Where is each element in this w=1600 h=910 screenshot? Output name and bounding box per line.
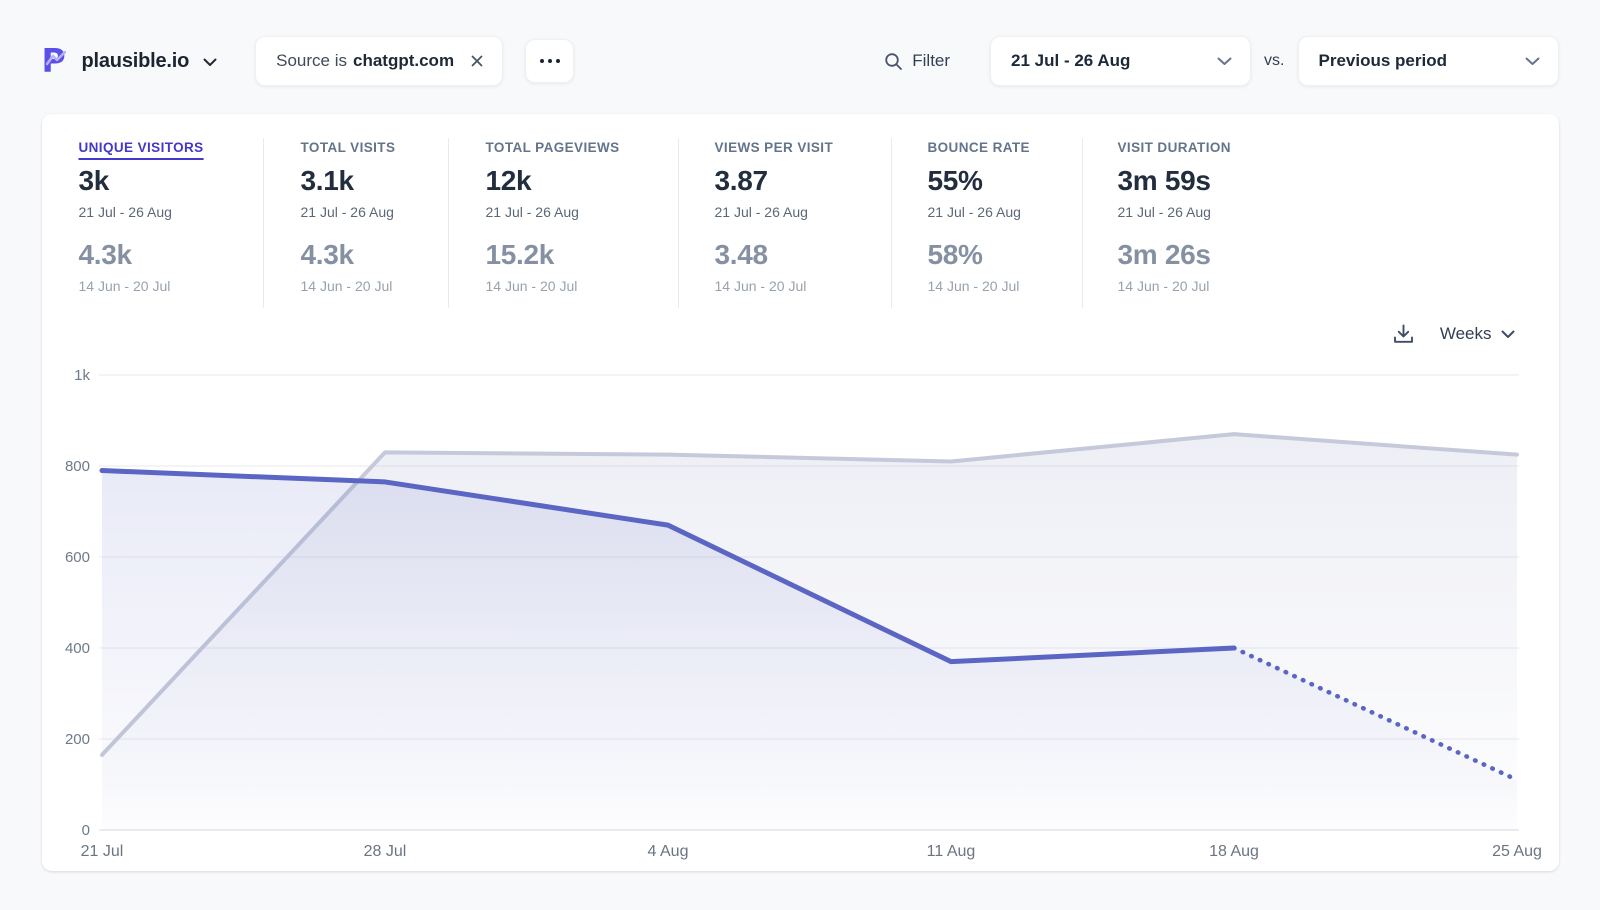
metric-label: BOUNCE RATE (927, 140, 1030, 155)
metric-value-previous: 3.48 (714, 239, 769, 270)
interval-select[interactable]: Weeks (1440, 324, 1515, 344)
date-range-select[interactable]: 21 Jul - 26 Aug (990, 36, 1252, 86)
metric-period-previous: 14 Jun - 20 Jul (300, 278, 393, 294)
site-switcher[interactable]: P plausible.io (42, 44, 218, 78)
vs-label: vs. (1264, 52, 1285, 69)
current-period-area (101, 470, 1517, 830)
y-axis-tick: 600 (64, 549, 89, 566)
top-bar: P plausible.io Source is chatgpt.com (42, 36, 1559, 86)
metric-value-current: 3.1k (300, 165, 355, 196)
metric-period-current: 21 Jul - 26 Aug (300, 204, 394, 220)
comparison-value: Previous period (1318, 51, 1447, 70)
chart-controls: Weeks (42, 316, 1559, 352)
visitors-chart: 0 200 400 600 800 1k 21 Jul 28 Jul 4 Aug 11 Aug 18… (42, 356, 1559, 861)
filter-button-label: Filter (912, 51, 951, 70)
download-icon (1393, 324, 1413, 343)
metrics-row: UNIQUE VISITORS 3k 21 Jul - 26 Aug 4.3k 14 J… (42, 114, 1559, 308)
filter-chip-value: chatgpt.com (353, 51, 455, 70)
y-axis-tick: 400 (64, 640, 89, 657)
metric-period-current: 21 Jul - 26 Aug (485, 204, 579, 220)
filter-chip-source[interactable]: Source is chatgpt.com (255, 36, 504, 86)
filter-button[interactable]: Filter (884, 51, 950, 71)
metric-period-previous: 14 Jun - 20 Jul (714, 278, 807, 294)
metric-tab-bounce-rate[interactable]: BOUNCE RATE 55% 21 Jul - 26 Aug 58% 14 Jun -… (892, 138, 1083, 308)
chart-svg: 0 200 400 600 800 1k 21 Jul 28 Jul 4 Aug 11 Aug 18… (64, 367, 1542, 860)
metric-label: UNIQUE VISITORS (78, 140, 204, 155)
site-name: plausible.io (81, 49, 190, 72)
metric-value-current: 12k (485, 165, 532, 196)
metric-period-current: 21 Jul - 26 Aug (1117, 204, 1211, 220)
top-bar-right: Filter 21 Jul - 26 Aug vs. Previous peri… (884, 36, 1559, 86)
y-axis-tick: 200 (64, 731, 89, 748)
metric-label: VISIT DURATION (1117, 140, 1231, 155)
chevron-down-icon (1217, 57, 1232, 65)
y-axis-tick: 1k (74, 367, 90, 384)
ellipsis-icon (539, 59, 544, 63)
close-icon (471, 55, 483, 67)
metric-value-current: 3m 59s (1117, 165, 1211, 196)
filter-chip-prefix: Source is (276, 51, 347, 70)
logo-chart-line (45, 51, 66, 66)
metric-tab-views-per-visit[interactable]: VIEWS PER VISIT 3.87 21 Jul - 26 Aug 3.48 14… (679, 138, 892, 308)
x-axis-tick: 25 Aug (1492, 843, 1542, 860)
metric-period-previous: 14 Jun - 20 Jul (1117, 278, 1210, 294)
metric-value-previous: 58% (927, 239, 983, 270)
search-icon (885, 52, 903, 70)
comparison-select[interactable]: Previous period (1297, 36, 1559, 86)
metric-tab-total-pageviews[interactable]: TOTAL PAGEVIEWS 12k 21 Jul - 26 Aug 15.2k 14… (449, 138, 679, 308)
chevron-down-icon (1525, 57, 1539, 65)
metric-label: VIEWS PER VISIT (714, 140, 834, 155)
more-filters-button[interactable] (525, 39, 575, 83)
x-axis-tick: 28 Jul (363, 843, 406, 860)
metric-tab-total-visits[interactable]: TOTAL VISITS 3.1k 21 Jul - 26 Aug 4.3k 14 Ju… (264, 138, 449, 308)
export-download-button[interactable] (1393, 324, 1414, 344)
metric-value-current: 55% (927, 165, 983, 196)
dashboard-card: UNIQUE VISITORS 3k 21 Jul - 26 Aug 4.3k 14 J… (41, 114, 1559, 871)
metric-value-previous: 4.3k (300, 239, 355, 270)
y-axis-tick: 800 (64, 458, 89, 475)
metric-label: TOTAL VISITS (300, 140, 396, 155)
x-axis-tick: 21 Jul (80, 843, 123, 860)
chevron-down-icon (203, 58, 217, 66)
date-range-value: 21 Jul - 26 Aug (1011, 51, 1131, 70)
x-axis-tick: 18 Aug (1209, 843, 1259, 860)
metric-period-current: 21 Jul - 26 Aug (78, 204, 172, 220)
remove-filter-button[interactable] (470, 54, 484, 68)
metric-value-previous: 15.2k (485, 239, 555, 270)
plausible-logo-icon: P (41, 41, 66, 80)
chevron-down-icon (1501, 330, 1514, 338)
current-period-line (99, 468, 1236, 665)
plausible-dashboard: P plausible.io Source is chatgpt.com (41, 0, 1559, 871)
metric-tab-unique-visitors[interactable]: UNIQUE VISITORS 3k 21 Jul - 26 Aug 4.3k 14 J… (42, 138, 264, 308)
metric-period-current: 21 Jul - 26 Aug (714, 204, 808, 220)
x-axis-tick: 4 Aug (647, 843, 688, 860)
interval-value: Weeks (1439, 324, 1492, 343)
top-bar-left: P plausible.io Source is chatgpt.com (42, 36, 575, 86)
metric-value-current: 3k (78, 165, 110, 196)
metric-period-previous: 14 Jun - 20 Jul (927, 278, 1020, 294)
metric-label: TOTAL PAGEVIEWS (485, 140, 620, 155)
metric-period-current: 21 Jul - 26 Aug (927, 204, 1021, 220)
metric-value-previous: 3m 26s (1117, 239, 1211, 270)
y-axis-tick: 0 (81, 822, 89, 839)
metric-value-previous: 4.3k (78, 239, 133, 270)
metric-tab-visit-duration[interactable]: VISIT DURATION 3m 59s 21 Jul - 26 Aug 3m 26… (1083, 138, 1559, 308)
metric-period-previous: 14 Jun - 20 Jul (78, 278, 171, 294)
metric-value-current: 3.87 (714, 165, 769, 196)
metric-period-previous: 14 Jun - 20 Jul (485, 278, 578, 294)
x-axis-tick: 11 Aug (926, 843, 975, 860)
